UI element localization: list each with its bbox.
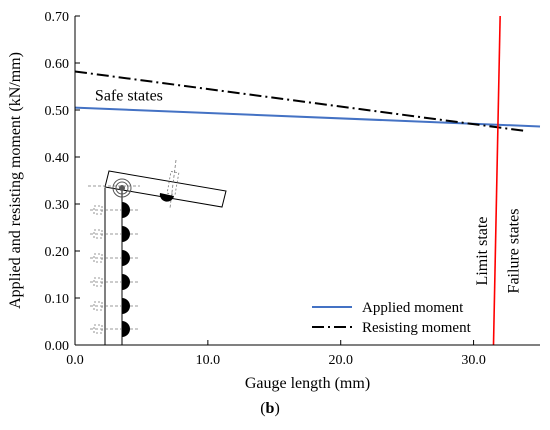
inclined-member	[104, 170, 227, 208]
fastener	[90, 250, 138, 266]
pivot-middle-circle	[115, 181, 129, 195]
fastener-row	[90, 202, 138, 337]
safe-annotation: Safe states	[95, 88, 163, 105]
y-tick-label: 0.30	[45, 198, 70, 213]
y-tick-label: 0.70	[45, 10, 70, 25]
legend: Applied moment Resisting moment	[312, 300, 472, 336]
y-tick-label: 0.60	[45, 57, 70, 72]
annotations: Safe states Limit state Failure states	[95, 88, 523, 294]
legend-label-applied-moment: Applied moment	[362, 300, 464, 316]
limit-state-line	[492, 15, 501, 346]
legend-label-resisting-moment: Resisting moment	[362, 320, 472, 336]
y-tick-label: 0.40	[45, 151, 70, 166]
limit-annotation: Limit state	[474, 217, 491, 286]
joint-schematic	[88, 159, 227, 345]
y-tick-label: 0.20	[45, 245, 70, 260]
pivot-outer-circle	[112, 178, 132, 198]
inclined-nut	[159, 193, 174, 202]
fastener	[90, 226, 138, 242]
x-tick-label: 20.0	[328, 353, 353, 368]
x-tick-label: 10.0	[196, 353, 221, 368]
fastener	[90, 274, 138, 290]
y-tick-label: 0.50	[45, 104, 70, 119]
resisting-moment-line	[74, 70, 527, 133]
x-axis-title: Gauge length (mm)	[245, 375, 370, 392]
inclined-bolt	[166, 171, 180, 195]
panel-label: (b)	[260, 400, 280, 417]
y-tick-label: 0.00	[45, 339, 70, 354]
axes: 0.00 0.10 0.20 0.30 0.40 0.50 0.60 0.70 0.0 10.0 2…	[7, 10, 540, 392]
fastener	[90, 202, 138, 218]
fastener	[90, 298, 138, 314]
plot-area	[74, 15, 541, 346]
failure-annotation: Failure states	[506, 209, 523, 294]
fastener	[90, 321, 138, 337]
y-tick-label: 0.10	[45, 292, 70, 307]
pivot-center	[119, 185, 125, 191]
y-axis-title: Applied and resisting moment (kN/mm)	[7, 52, 24, 309]
x-tick-label: 0.0	[66, 353, 84, 368]
x-tick-label: 30.0	[461, 353, 486, 368]
